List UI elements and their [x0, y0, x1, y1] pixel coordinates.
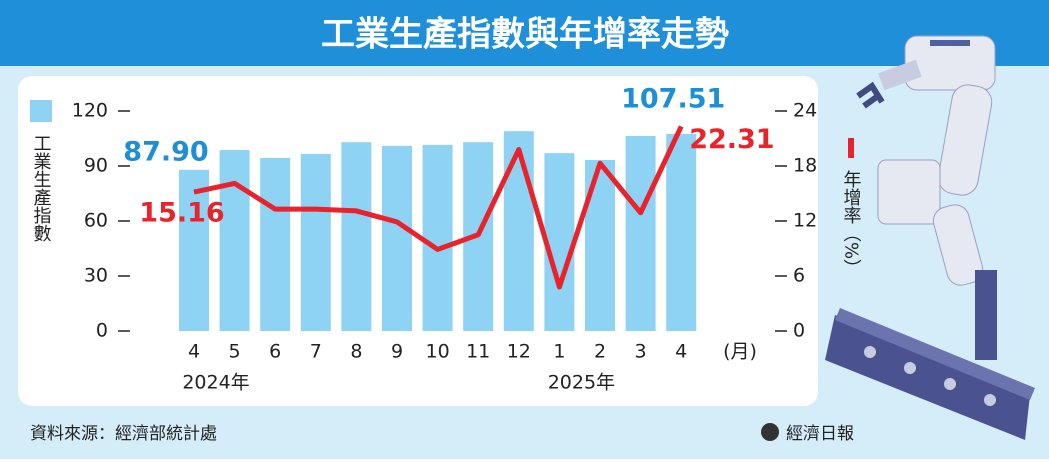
robot-illustration — [825, 35, 1035, 440]
y-tick-label: 90 — [84, 155, 108, 177]
x-tick-label: 3 — [635, 341, 647, 363]
bar — [544, 153, 575, 331]
publisher-logo — [761, 423, 779, 441]
x-tick-label: 11 — [466, 341, 490, 363]
y2-axis-title: 年增率（%） — [841, 170, 862, 277]
bar — [422, 144, 453, 331]
y-tick-label: 0 — [96, 320, 108, 342]
y2-tick-label: 24 — [793, 100, 817, 122]
data-label: 15.16 — [139, 198, 224, 229]
y2-tick-label: 12 — [793, 210, 817, 232]
x-tick-label: 6 — [269, 341, 281, 363]
bar — [341, 142, 372, 331]
data-label: 107.51 — [621, 83, 725, 114]
legend-swatch-line — [848, 138, 854, 158]
x-tick-label: 1 — [553, 341, 565, 363]
bar — [666, 133, 697, 331]
y-tick-label: 30 — [84, 265, 108, 287]
bar — [179, 169, 209, 331]
x-tick-label: 8 — [350, 341, 362, 363]
bar — [625, 135, 656, 331]
publisher: 經濟日報 — [786, 424, 854, 444]
data-label: 87.90 — [123, 136, 208, 167]
bar — [260, 157, 291, 331]
x-tick-label: 5 — [229, 341, 241, 363]
bar — [219, 150, 250, 331]
x-tick-label: 9 — [391, 341, 403, 363]
plot-panel — [18, 76, 818, 406]
line — [193, 125, 684, 290]
source: 資料來源：經濟部統計處 — [30, 424, 217, 444]
y2-tick-label: 18 — [793, 155, 817, 177]
y-axis-title: 工業生產指數 — [31, 134, 52, 242]
year-label: 2024年 — [182, 372, 249, 394]
bar — [300, 153, 331, 331]
y-tick-label: 120 — [72, 100, 108, 122]
bar — [382, 145, 412, 331]
chart-title: 工業生產指數與年增率走勢 — [321, 15, 729, 55]
x-tick-label: 12 — [507, 341, 531, 363]
y-tick-label: 60 — [84, 210, 108, 232]
data-label: 22.31 — [689, 124, 774, 155]
x-axis-unit: (月) — [723, 341, 757, 363]
title-band — [0, 0, 1049, 66]
bar — [585, 159, 615, 331]
y2-tick-label: 6 — [793, 265, 805, 287]
bar — [503, 131, 534, 331]
y2-tick-label: 0 — [793, 320, 805, 342]
legend-swatch-bar — [30, 100, 52, 122]
x-tick-label: 4 — [188, 341, 200, 363]
x-tick-label: 7 — [310, 341, 322, 363]
x-tick-label: 2 — [594, 341, 606, 363]
x-tick-label: 4 — [675, 341, 687, 363]
year-label: 2025年 — [548, 372, 615, 394]
x-tick-label: 10 — [426, 341, 450, 363]
